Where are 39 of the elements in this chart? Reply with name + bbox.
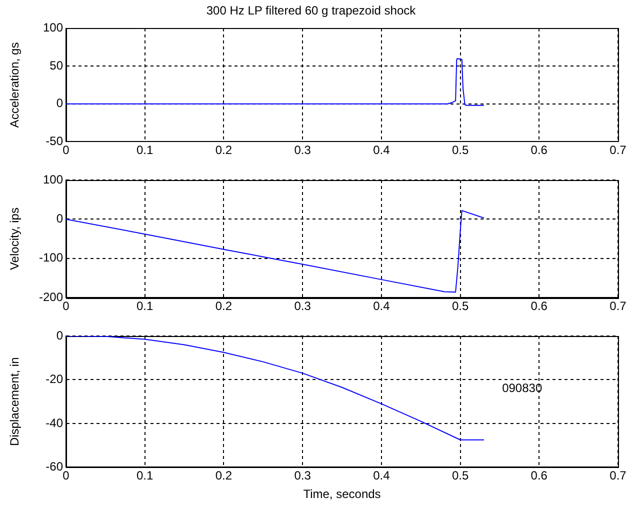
- x-tick-label: 0.2: [215, 468, 232, 483]
- y-tick-label: 100: [42, 20, 64, 35]
- x-tick-label: 0.7: [610, 468, 627, 483]
- y-tick-label: -200: [38, 290, 64, 304]
- x-tick-label: 0.1: [136, 143, 154, 158]
- x-tick-label: 0.3: [294, 468, 312, 483]
- x-tick-label: 0.3: [294, 143, 312, 158]
- y-axis-title: Acceleration, gs: [8, 42, 22, 128]
- y-axis-title: Velocity, ips: [8, 208, 22, 270]
- y-axis-title: Displacement, in: [8, 357, 22, 446]
- annotation: 090830: [502, 380, 542, 395]
- x-tick-label: 0.7: [610, 299, 627, 314]
- y-tick-label: -100: [38, 250, 64, 265]
- x-tick-label: 0.7: [610, 143, 627, 158]
- y-tick-label: -40: [46, 416, 64, 430]
- y-tick-label: 0: [56, 328, 64, 342]
- y-tick-label: -20: [46, 372, 64, 386]
- x-tick-label: 0.6: [530, 299, 548, 314]
- chart-title: 300 Hz LP filtered 60 g trapezoid shock: [206, 4, 417, 18]
- y-tick-label: -50: [46, 134, 64, 148]
- x-tick-label: 0.5: [452, 299, 469, 314]
- x-tick-label: 0.5: [452, 143, 469, 158]
- y-tick-label: 0: [56, 212, 64, 226]
- x-tick-label: 0.3: [294, 299, 312, 314]
- x-tick-label: 0.5: [452, 468, 469, 483]
- y-tick-label: 50: [50, 58, 64, 72]
- x-tick-label: 0.2: [215, 299, 232, 314]
- x-axis-title: Time, seconds: [303, 487, 381, 502]
- y-tick-label: 0: [56, 96, 64, 110]
- y-tick-label: -60: [46, 460, 64, 474]
- y-tick-label: 100: [42, 172, 64, 186]
- x-tick-label: 0.6: [530, 468, 548, 483]
- x-tick-label: 0.1: [136, 299, 154, 314]
- x-tick-label: 0.6: [530, 143, 548, 158]
- x-tick-label: 0.2: [215, 143, 232, 158]
- x-tick-label: 0.4: [373, 468, 390, 483]
- x-tick-label: 0.4: [373, 299, 390, 314]
- x-tick-label: 0.1: [136, 468, 154, 483]
- x-tick-label: 0.4: [373, 143, 390, 158]
